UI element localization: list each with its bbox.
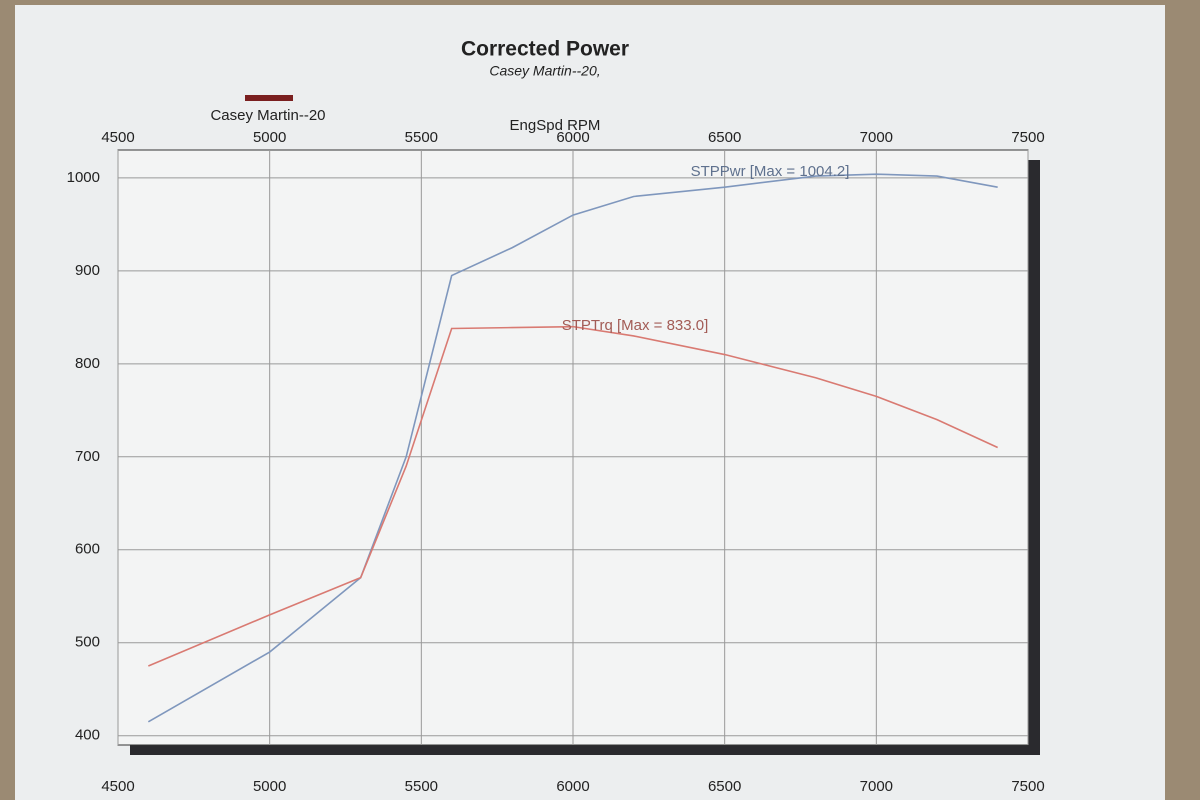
y-tick-label: 400: [75, 727, 100, 744]
y-tick-label: 700: [75, 448, 100, 465]
x-tick-label-top: 5000: [253, 129, 286, 146]
x-tick-label: 5000: [253, 778, 286, 795]
x-tick-label: 7000: [860, 778, 893, 795]
y-tick-label: 500: [75, 634, 100, 651]
x-tick-label: 7500: [1011, 778, 1044, 795]
x-tick-label-top: 6000: [556, 129, 589, 146]
x-tick-label-top: 6500: [708, 129, 741, 146]
y-tick-label: 600: [75, 541, 100, 558]
chart-subtitle: Casey Martin--20,: [489, 63, 600, 79]
x-tick-label: 6500: [708, 778, 741, 795]
x-tick-label-top: 7000: [860, 129, 893, 146]
annotation: STPPwr [Max = 1004.2]: [691, 163, 850, 180]
x-tick-label: 5500: [405, 778, 438, 795]
y-tick-label: 800: [75, 355, 100, 372]
x-tick-label: 4500: [101, 778, 134, 795]
chart-title: Corrected Power: [461, 38, 629, 61]
x-tick-label-top: 7500: [1011, 129, 1044, 146]
y-tick-label: 1000: [67, 169, 100, 186]
x-tick-label-top: 5500: [405, 129, 438, 146]
y-tick-label: 900: [75, 262, 100, 279]
x-axis-label: EngSpd RPM: [510, 117, 601, 134]
x-tick-label-top: 4500: [101, 129, 134, 146]
x-tick-label: 6000: [556, 778, 589, 795]
legend-label: Casey Martin--20: [210, 107, 325, 124]
annotation: STPTrq [Max = 833.0]: [562, 317, 709, 334]
series-line: [148, 325, 999, 667]
